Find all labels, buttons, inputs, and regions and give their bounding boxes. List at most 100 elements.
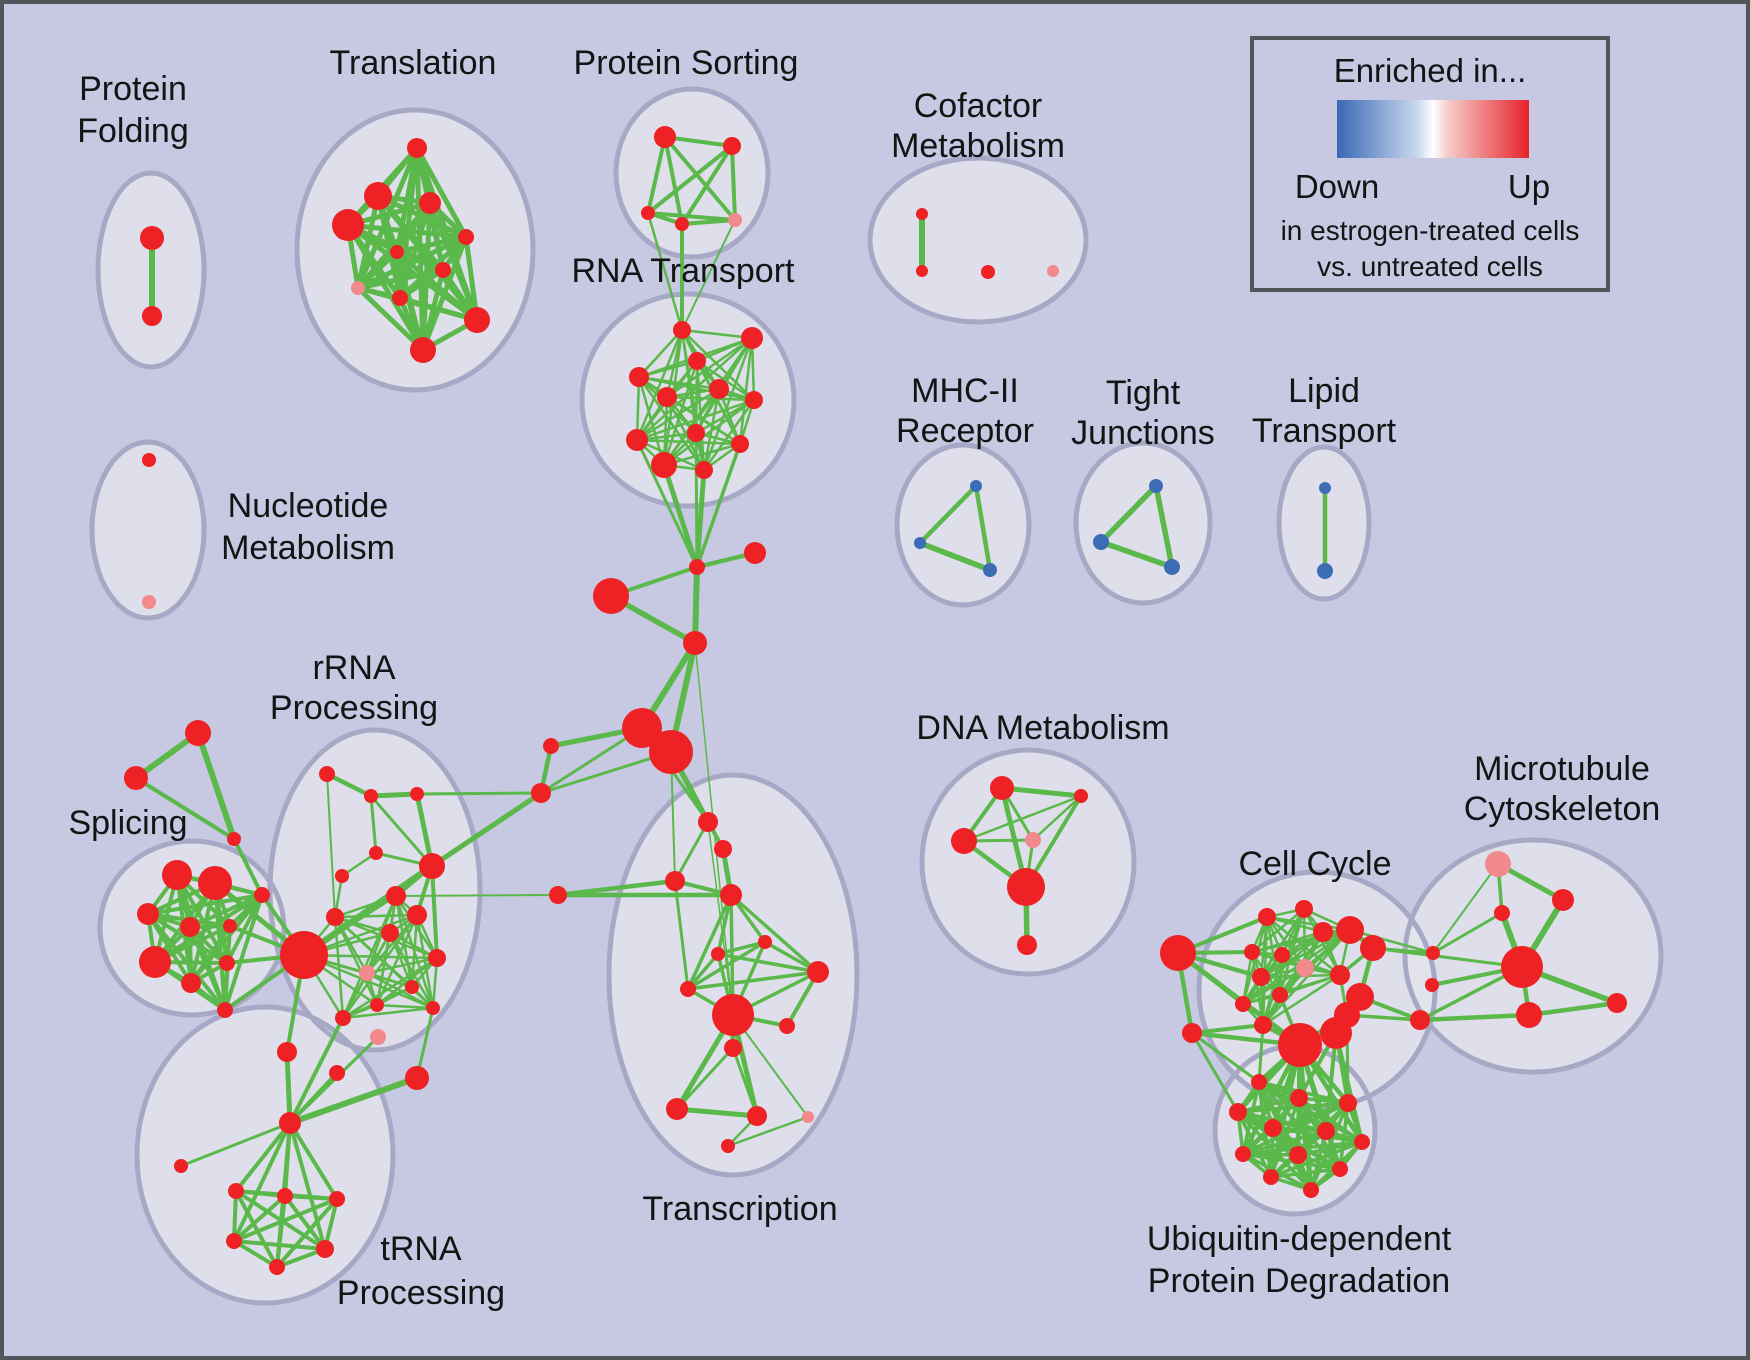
edge-rr16-rr22 bbox=[288, 1016, 345, 1125]
gene-set-node-rt3 bbox=[688, 352, 706, 370]
cluster-ellipse-mhc-ii-receptor bbox=[897, 445, 1029, 605]
edge-rr7-rr16 bbox=[333, 915, 345, 1020]
edge-tn6-rr22 bbox=[288, 1121, 327, 1251]
edge-ub6-ub8 bbox=[1241, 1129, 1328, 1156]
gene-set-node-cc18 bbox=[1410, 1010, 1430, 1030]
edge-t6-t8 bbox=[716, 952, 820, 974]
edge-rr11-rr14 bbox=[388, 931, 414, 989]
edge-ps3-rt1 bbox=[646, 211, 684, 332]
legend-up-label: Up bbox=[1508, 168, 1550, 205]
gene-set-node-ub11 bbox=[1263, 1169, 1279, 1185]
edge-cc10-cc11 bbox=[1259, 973, 1342, 979]
edge-tr6-tr8 bbox=[355, 249, 400, 291]
edge-ps3-ps5 bbox=[646, 211, 737, 222]
gene-set-node-cc19 bbox=[1426, 946, 1440, 960]
gene-set-node-mt2 bbox=[1494, 905, 1510, 921]
gene-set-node-ub6 bbox=[1317, 1122, 1335, 1140]
edge-rt7-rt12 bbox=[702, 398, 756, 472]
gene-set-node-rt12 bbox=[695, 461, 713, 479]
edge-rr13-rr16 bbox=[341, 956, 439, 1020]
gene-set-node-rt10 bbox=[731, 435, 749, 453]
gene-set-node-rr6 bbox=[386, 886, 406, 906]
gene-set-node-rr17 bbox=[370, 1029, 386, 1045]
edge-tn2-tn5 bbox=[232, 1189, 238, 1243]
gene-set-node-rt6 bbox=[709, 379, 729, 399]
edge-rr10-rr16 bbox=[341, 913, 419, 1020]
edge-rt2-rt10 bbox=[738, 336, 754, 446]
cluster-label-rna-transport: RNA Transport bbox=[572, 252, 796, 290]
gene-set-node-cc3 bbox=[1295, 900, 1313, 918]
gene-set-node-rt8 bbox=[687, 424, 705, 442]
edge-cc16-cc15 bbox=[1190, 1023, 1265, 1035]
edge-tr5-tr10 bbox=[463, 234, 480, 323]
gene-set-node-rr16 bbox=[335, 1010, 351, 1026]
gene-set-node-mt1 bbox=[1552, 889, 1574, 911]
edge-tn4-rr22 bbox=[288, 1121, 339, 1201]
edge-dm1-dm2 bbox=[999, 785, 1084, 799]
edge-rt10-c1 bbox=[695, 442, 742, 569]
gene-set-node-dm1 bbox=[990, 776, 1014, 800]
edge-x2-x3 bbox=[134, 776, 236, 841]
gene-set-node-dm4 bbox=[1025, 832, 1041, 848]
gene-set-node-tn1 bbox=[174, 1159, 188, 1173]
edge-mh1-mh3 bbox=[973, 483, 993, 573]
edge-cc8-cc15 bbox=[1261, 953, 1284, 1027]
gene-set-node-rr19 bbox=[277, 1042, 297, 1062]
gene-set-node-cc2 bbox=[1258, 908, 1276, 926]
gene-set-node-c2 bbox=[744, 542, 766, 564]
gene-set-node-cc14 bbox=[1235, 996, 1251, 1012]
legend-box bbox=[1250, 36, 1610, 292]
edge-t10-t12 bbox=[731, 1046, 759, 1118]
gene-set-node-x1 bbox=[185, 720, 211, 746]
cluster-label-protein-folding: Protein bbox=[79, 70, 187, 108]
gene-set-node-tj1 bbox=[1149, 479, 1163, 493]
legend-gradient-bar bbox=[1337, 100, 1529, 158]
cluster-label-protein-folding: Folding bbox=[77, 112, 189, 150]
gene-set-node-cf4 bbox=[1047, 265, 1059, 277]
edge-rr2-rr3 bbox=[368, 791, 420, 799]
gene-set-node-cc5 bbox=[1336, 916, 1364, 944]
edge-sp3-sp6 bbox=[146, 893, 264, 916]
gene-set-node-ps5 bbox=[728, 213, 742, 227]
edge-rt1-rt4 bbox=[637, 328, 684, 379]
cluster-label-ubiquitin-degradation: Ubiquitin-dependent bbox=[1147, 1220, 1452, 1258]
cluster-outline-nucleotide-metabolism bbox=[89, 439, 207, 621]
gene-set-node-cc4 bbox=[1313, 922, 1333, 942]
gene-set-node-tr8 bbox=[351, 281, 365, 295]
edge-m2-rrb bbox=[429, 790, 544, 869]
edge-m2-c6 bbox=[539, 750, 673, 795]
cluster-outline-rna-transport bbox=[579, 291, 797, 509]
gene-set-node-t13 bbox=[802, 1111, 814, 1123]
gene-set-node-rr22 bbox=[279, 1112, 301, 1134]
edge-cc16-ub1 bbox=[1190, 1031, 1261, 1084]
cluster-label-trna-processing: Processing bbox=[337, 1274, 505, 1312]
gene-set-node-tn7 bbox=[269, 1259, 285, 1275]
cluster-outline-translation bbox=[294, 107, 536, 393]
cluster-outline-tight-junctions bbox=[1073, 440, 1213, 606]
edge-t10-t11 bbox=[675, 1046, 735, 1111]
gene-set-node-cc20 bbox=[1425, 978, 1439, 992]
edge-rr11-rr18 bbox=[388, 931, 435, 1010]
gene-set-node-m2 bbox=[531, 783, 551, 803]
gene-set-node-rt11 bbox=[651, 452, 677, 478]
gene-set-node-sp8 bbox=[181, 973, 201, 993]
cluster-label-mhc-ii-receptor: Receptor bbox=[896, 412, 1034, 450]
gene-set-node-c5 bbox=[622, 708, 662, 748]
edge-tn5-tn7 bbox=[232, 1239, 279, 1269]
gene-set-node-ub12 bbox=[1303, 1182, 1319, 1198]
edge-rr1-rr7 bbox=[326, 773, 336, 918]
gene-set-node-rr13 bbox=[428, 949, 446, 967]
edge-tj2-tj3 bbox=[1098, 539, 1175, 570]
edge-sp6-sp10 bbox=[223, 893, 264, 1012]
edge-cc19-mtp bbox=[1432, 863, 1499, 954]
gene-set-node-sp7 bbox=[139, 946, 171, 978]
gene-set-node-tr2 bbox=[364, 182, 392, 210]
gene-set-node-c6 bbox=[649, 730, 693, 774]
gene-set-node-ub8 bbox=[1235, 1146, 1251, 1162]
edge-sp6-sp7 bbox=[153, 893, 264, 964]
gene-set-node-tr4 bbox=[332, 209, 364, 241]
edge-cc2-cc5 bbox=[1265, 915, 1352, 932]
edge-t5-t6 bbox=[716, 940, 767, 956]
edge-tj1-tj2 bbox=[1098, 483, 1159, 545]
gene-set-node-rr1 bbox=[319, 766, 335, 782]
